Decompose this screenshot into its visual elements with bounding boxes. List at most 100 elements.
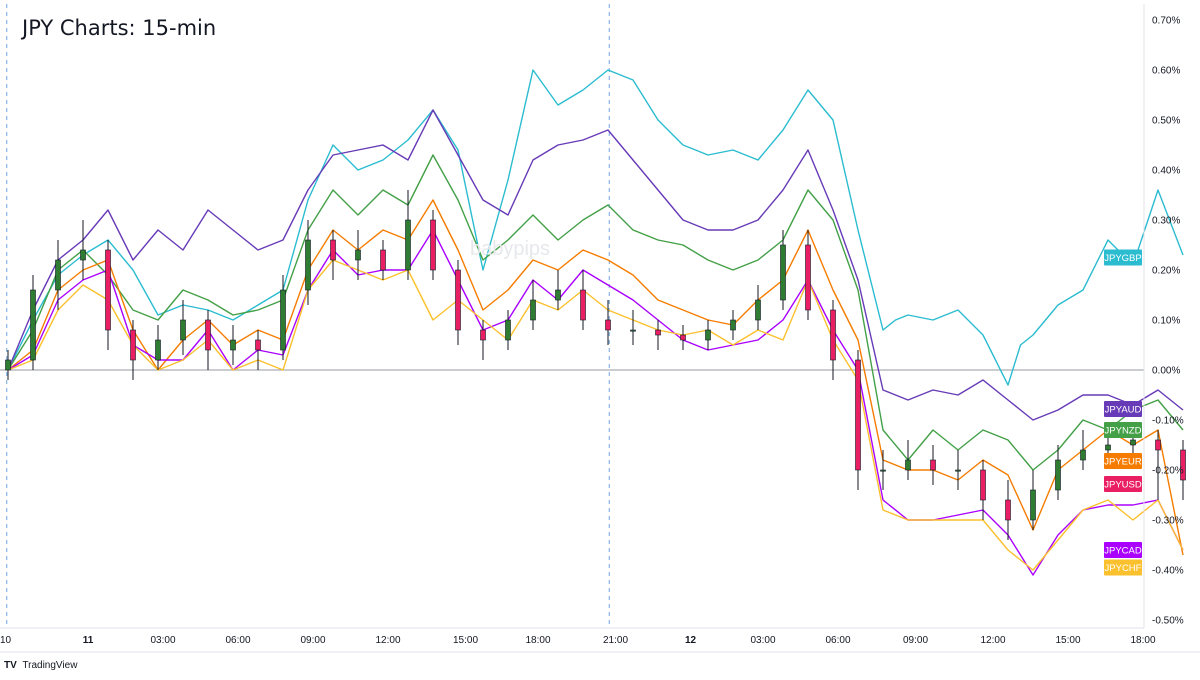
label-tag-jpyusd[interactable] (1104, 476, 1142, 492)
y-tick-label: 0.40% (1152, 166, 1180, 177)
candle-body[interactable] (830, 309, 836, 361)
y-tick-label: -0.40% (1152, 566, 1184, 577)
candle-body[interactable] (780, 244, 786, 301)
series-line-jpynzd[interactable] (7, 154, 1184, 471)
series-line-jpygbp[interactable] (7, 69, 1184, 386)
label-tag-jpyaud[interactable] (1104, 401, 1142, 417)
candle-body[interactable] (930, 459, 936, 471)
y-tick-label: 0.70% (1152, 16, 1180, 27)
candle-body[interactable] (80, 249, 86, 261)
candle-body[interactable] (755, 299, 761, 321)
x-tick-label: 06:00 (825, 635, 850, 646)
candle-body[interactable] (180, 319, 186, 341)
label-tag-jpyeur[interactable] (1104, 453, 1142, 469)
candle-body[interactable] (480, 329, 486, 341)
candle-body[interactable] (5, 359, 11, 371)
candle-body[interactable] (255, 339, 261, 351)
y-tick-label: -0.10% (1152, 416, 1184, 427)
y-tick-label: -0.50% (1152, 616, 1184, 627)
price-axis: 0.70% 0.60% 0.50% 0.40% 0.30% 0.20% 0.10% 0.00%… (1143, 4, 1184, 628)
candle-body[interactable] (605, 319, 611, 331)
series-lines (7, 69, 1184, 576)
candle-body[interactable] (580, 289, 586, 321)
candle-body[interactable] (330, 239, 336, 261)
candle-body[interactable] (305, 239, 311, 291)
candle-body[interactable] (905, 459, 911, 471)
candle-body[interactable] (555, 289, 561, 301)
x-tick-label: 03:00 (750, 635, 775, 646)
y-tick-label: 0.00% (1152, 366, 1180, 377)
candle-body[interactable] (1180, 449, 1186, 481)
candle-body[interactable] (55, 259, 61, 291)
label-text-jpynzd: JPYNZD (1105, 426, 1142, 437)
label-tag-jpychf[interactable] (1104, 559, 1142, 576)
chart-title: JPY Charts: 15-min (22, 16, 217, 40)
candle-body[interactable] (980, 469, 986, 501)
candle-body[interactable] (30, 289, 36, 361)
candle-body[interactable] (1130, 439, 1136, 446)
x-tick-label: 06:00 (225, 635, 250, 646)
candle-body[interactable] (355, 249, 361, 261)
footer-brand: TradingView (22, 660, 78, 671)
candle-body[interactable] (405, 219, 411, 271)
series-line-jpyaud[interactable] (7, 109, 1184, 421)
candle-body[interactable] (705, 329, 711, 341)
candle-body[interactable] (280, 289, 286, 351)
series-line-jpyeur[interactable] (7, 199, 1184, 556)
y-tick-label: 0.20% (1152, 266, 1180, 277)
x-tick-label: 09:00 (300, 635, 325, 646)
candle-body[interactable] (955, 469, 961, 472)
candle-body[interactable] (430, 219, 436, 271)
candle-body[interactable] (1080, 449, 1086, 461)
candle-body[interactable] (505, 319, 511, 341)
candle-body[interactable] (1005, 499, 1011, 521)
x-tick-label: 11 (83, 635, 94, 646)
candle-body[interactable] (855, 359, 861, 471)
candle-body[interactable] (230, 339, 236, 351)
candle-body[interactable] (680, 334, 686, 341)
candle-body[interactable] (530, 299, 536, 321)
candle-body[interactable] (455, 269, 461, 331)
x-tick-label: 03:00 (150, 635, 175, 646)
x-tick-label: 12 (685, 635, 697, 646)
jpyusd-candles (5, 190, 1186, 540)
label-tag-jpycad[interactable] (1104, 542, 1142, 558)
series-labels: JPYGBP JPYAUD JPYNZD JPYEUR JPYUSD JPYCAD JPYC… (1104, 249, 1142, 576)
candle-body[interactable] (130, 329, 136, 361)
session-markers (6, 4, 610, 628)
candle-body[interactable] (205, 319, 211, 351)
y-tick-label: 0.60% (1152, 66, 1180, 77)
x-tick-label: 12:00 (375, 635, 400, 646)
candle-body[interactable] (1055, 459, 1061, 491)
series-line-jpycad[interactable] (7, 229, 1184, 576)
time-axis: 10 11 03:00 06:00 09:00 12:00 15:00 18:00 21:00 1… (0, 627, 1200, 653)
x-tick-label: 18:00 (525, 635, 550, 646)
candle-body[interactable] (1030, 489, 1036, 521)
label-tag-jpygbp[interactable] (1104, 249, 1142, 266)
series-line-jpychf[interactable] (7, 259, 1184, 571)
label-text-jpygbp: JPYGBP (1104, 253, 1142, 264)
x-tick-label: 12:00 (980, 635, 1005, 646)
label-text-jpyeur: JPYEUR (1104, 457, 1142, 468)
label-tag-jpynzd[interactable] (1104, 422, 1142, 438)
candle-body[interactable] (730, 319, 736, 331)
label-text-jpyusd: JPYUSD (1104, 480, 1142, 491)
candle-body[interactable] (630, 329, 636, 332)
candle-body[interactable] (880, 469, 886, 472)
candle-body[interactable] (1155, 439, 1161, 451)
footer[interactable]: TV TradingView (4, 660, 77, 671)
y-tick-label: -0.20% (1152, 466, 1184, 477)
candle-body[interactable] (655, 329, 661, 336)
label-text-jpychf: JPYCHF (1105, 563, 1142, 574)
candle-body[interactable] (1105, 444, 1111, 451)
candle-body[interactable] (380, 249, 386, 271)
y-tick-label: -0.30% (1152, 516, 1184, 527)
tradingview-logo-icon: TV (4, 660, 17, 671)
watermark: babypips (470, 238, 551, 260)
candle-body[interactable] (805, 244, 811, 311)
candle-body[interactable] (155, 339, 161, 361)
x-tick-label: 15:00 (453, 635, 478, 646)
candle-body[interactable] (105, 249, 111, 331)
